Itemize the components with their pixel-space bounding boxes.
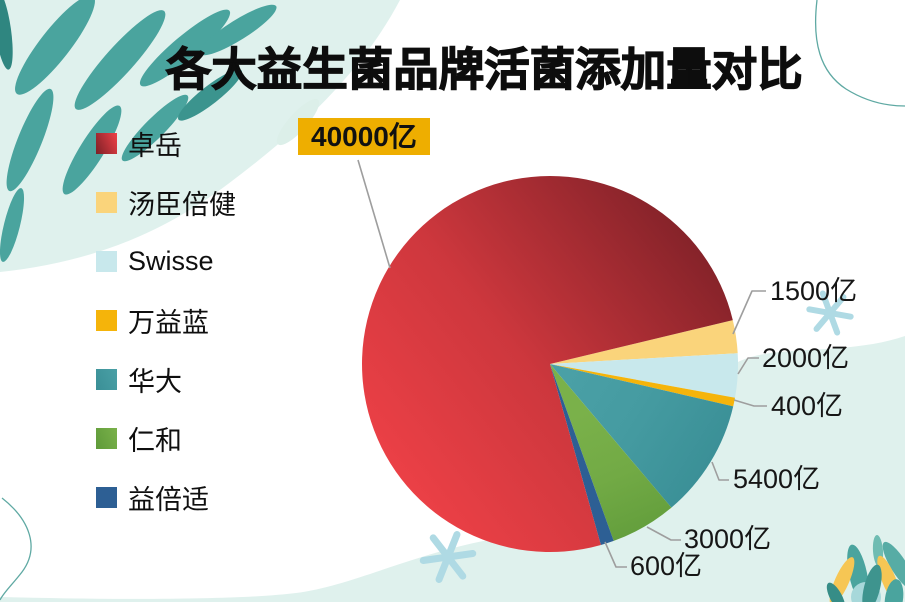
leader-line-3	[733, 399, 767, 407]
pie-slice-6	[550, 364, 614, 545]
legend-label-6: 益倍适	[128, 484, 209, 515]
legend-label-0: 卓岳	[128, 130, 182, 161]
legend-item-5: 仁和	[96, 423, 236, 456]
leader-line-5	[646, 526, 681, 541]
legend-item-3: 万益蓝	[96, 305, 236, 338]
pie-slice-2	[550, 353, 739, 398]
leader-line-6	[604, 541, 627, 568]
plant-bottom-right	[826, 535, 905, 602]
pie-slice-4	[550, 364, 734, 508]
legend-swatch-3	[96, 309, 117, 331]
legend-swatch-2	[96, 250, 117, 272]
leader-line-0	[357, 159, 391, 269]
legend-swatch-0	[96, 132, 117, 154]
leaves-top-left	[0, 0, 277, 262]
legend-label-2: Swisse	[128, 245, 214, 276]
pie-slice-3	[550, 364, 735, 407]
legend: 卓岳汤臣倍健 Swisse 万益蓝华大仁和益倍适	[96, 128, 236, 515]
legend-item-4: 华大	[96, 364, 236, 397]
legend-item-1: 汤臣倍健	[96, 187, 236, 220]
mint-wave-bottom	[0, 336, 905, 602]
legend-item-2: Swisse	[96, 246, 236, 276]
legend-label-1: 汤臣倍健	[128, 189, 236, 220]
curve-line-top-right	[814, 0, 905, 107]
pie-slices	[362, 176, 739, 553]
pie-slice-5	[550, 364, 672, 541]
legend-label-5: 仁和	[128, 425, 182, 456]
legend-label-3: 万益蓝	[128, 307, 209, 338]
legend-swatch-5	[96, 427, 117, 449]
legend-item-0: 卓岳	[96, 128, 236, 161]
legend-swatch-1	[96, 191, 117, 213]
leader-lines	[357, 159, 767, 568]
pie-slice-1	[550, 320, 738, 364]
legend-swatch-4	[96, 368, 117, 390]
leader-line-2	[737, 357, 759, 375]
sparkle-asterisk-bottom	[419, 531, 477, 583]
pie-slice-0	[362, 176, 733, 553]
leader-line-4	[711, 461, 729, 481]
sparkle-asterisk-right	[806, 290, 854, 336]
legend-swatch-6	[96, 486, 117, 508]
chart-title: 各大益生菌品牌活菌添加量对比	[165, 43, 804, 95]
leader-line-1	[732, 290, 766, 335]
legend-label-4: 华大	[128, 366, 182, 397]
curve-line-bottom-left	[0, 497, 32, 601]
legend-item-6: 益倍适	[96, 482, 236, 515]
